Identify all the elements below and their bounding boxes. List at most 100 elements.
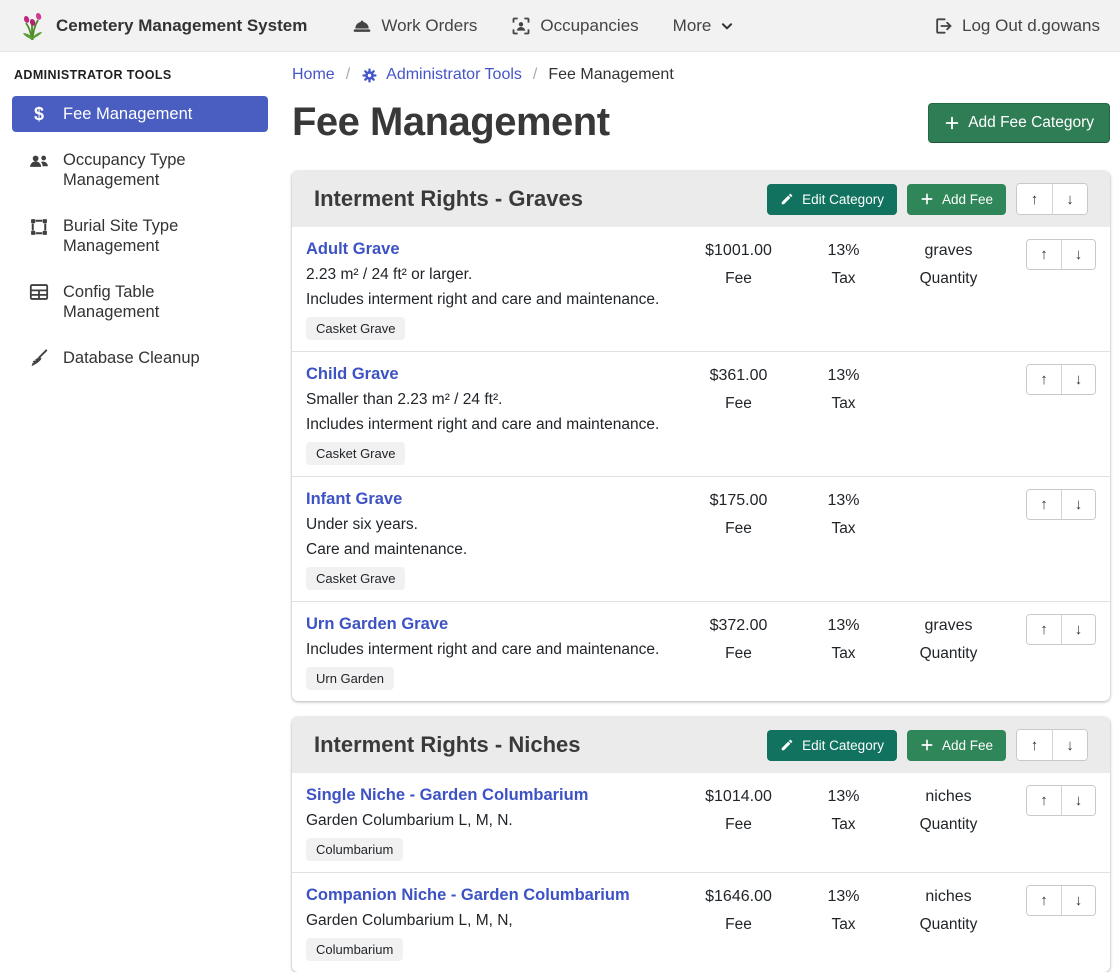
sidebar-item-burial-site-type-management[interactable]: Burial Site Type Management [12, 208, 268, 264]
move-fee-down-button[interactable]: ↓ [1061, 786, 1095, 815]
sidebar-item-label: Database Cleanup [63, 348, 200, 368]
fee-descriptions: Garden Columbarium L, M, N. [306, 811, 681, 830]
fee-category-card: Interment Rights - Niches Edit Category … [292, 717, 1110, 972]
fee-badge: Columbarium [306, 938, 403, 961]
fee-description: Includes interment right and care and ma… [306, 290, 681, 309]
sidebar-item-fee-management[interactable]: $ Fee Management [12, 96, 268, 132]
tax-label: Tax [796, 644, 891, 663]
app-title: Cemetery Management System [56, 16, 307, 36]
quantity-label: Quantity [891, 269, 1006, 288]
main-content: Home / Administrat [280, 52, 1120, 972]
tax-label: Tax [796, 394, 891, 413]
tax-cell: 13% Tax [796, 489, 891, 538]
edit-category-button[interactable]: Edit Category [767, 184, 897, 215]
move-category-up-button[interactable]: ↑ [1017, 184, 1052, 214]
move-fee-up-button[interactable]: ↑ [1027, 490, 1061, 519]
fee-row: Companion Niche - Garden Columbarium Gar… [292, 873, 1110, 972]
move-category-up-button[interactable]: ↑ [1017, 730, 1052, 760]
move-fee-down-button[interactable]: ↓ [1061, 365, 1095, 394]
move-category-down-button[interactable]: ↓ [1052, 184, 1087, 214]
quantity-cell: niches Quantity [891, 885, 1006, 934]
fee-name[interactable]: Single Niche - Garden Columbarium [306, 785, 588, 805]
quantity-value: niches [891, 887, 1006, 906]
nav-work-orders[interactable]: Work Orders [352, 16, 477, 36]
tax-label: Tax [796, 815, 891, 834]
crop-frame-icon [28, 217, 50, 237]
fee-descriptions: Includes interment right and care and ma… [306, 640, 681, 659]
category-header: Interment Rights - Niches Edit Category … [292, 717, 1110, 773]
quantity-cell [891, 364, 1006, 366]
chevron-down-icon [720, 19, 734, 33]
tax-label: Tax [796, 269, 891, 288]
nav-occupancies[interactable]: Occupancies [511, 16, 638, 36]
nav-item-label: Work Orders [381, 16, 477, 36]
fee-amount-cell: $1014.00 Fee [681, 785, 796, 834]
fee-description: Care and maintenance. [306, 540, 681, 559]
edit-category-label: Edit Category [802, 738, 884, 753]
fee-name[interactable]: Companion Niche - Garden Columbarium [306, 885, 630, 905]
plus-icon [944, 115, 960, 131]
sidebar: ADMINISTRATOR TOOLS $ Fee Management Occ… [0, 52, 280, 387]
move-fee-up-button[interactable]: ↑ [1027, 886, 1061, 915]
fee-name[interactable]: Child Grave [306, 364, 399, 384]
fee-info-cell: Urn Garden Grave Includes interment righ… [306, 614, 681, 690]
nav-item-label: More [673, 16, 712, 36]
move-fee-up-button[interactable]: ↑ [1027, 615, 1061, 644]
add-fee-category-button[interactable]: Add Fee Category [928, 103, 1110, 143]
sidebar-item-label: Burial Site Type Management [63, 216, 252, 256]
fee-amount-label: Fee [681, 519, 796, 538]
sidebar-item-database-cleanup[interactable]: Database Cleanup [12, 340, 268, 377]
move-fee-down-button[interactable]: ↓ [1061, 490, 1095, 519]
fee-row: Adult Grave 2.23 m² / 24 ft² or larger.I… [292, 227, 1110, 352]
breadcrumb-label: Home [292, 66, 335, 84]
fee-name[interactable]: Urn Garden Grave [306, 614, 448, 634]
breadcrumb-home-link[interactable]: Home [292, 66, 335, 84]
fee-reorder-group: ↑ ↓ [1026, 489, 1096, 520]
top-navbar: Cemetery Management System Work Orders O… [0, 0, 1120, 52]
fee-description: Garden Columbarium L, M, N, [306, 911, 681, 930]
fee-descriptions: Under six years.Care and maintenance. [306, 515, 681, 559]
title-row: Fee Management Add Fee Category [292, 100, 1110, 145]
sidebar-item-label: Fee Management [63, 104, 192, 124]
sidebar-item-label: Config Table Management [63, 282, 252, 322]
add-fee-button[interactable]: Add Fee [907, 184, 1006, 215]
sidebar-item-label: Occupancy Type Management [63, 150, 252, 190]
move-fee-up-button[interactable]: ↑ [1027, 365, 1061, 394]
move-fee-down-button[interactable]: ↓ [1061, 886, 1095, 915]
fee-row: Single Niche - Garden Columbarium Garden… [292, 773, 1110, 873]
fee-amount: $1001.00 [681, 241, 796, 260]
move-fee-up-button[interactable]: ↑ [1027, 240, 1061, 269]
quantity-cell: graves Quantity [891, 239, 1006, 288]
sidebar-item-occupancy-type-management[interactable]: Occupancy Type Management [12, 142, 268, 198]
quantity-label: Quantity [891, 915, 1006, 934]
sidebar-item-config-table-management[interactable]: Config Table Management [12, 274, 268, 330]
tax-value: 13% [796, 616, 891, 635]
page-title: Fee Management [292, 100, 610, 145]
quantity-cell [891, 489, 1006, 491]
quantity-label: Quantity [891, 644, 1006, 663]
app-brand: Cemetery Management System [20, 11, 307, 41]
move-fee-down-button[interactable]: ↓ [1061, 240, 1095, 269]
quantity-value: graves [891, 241, 1006, 260]
fee-amount: $372.00 [681, 616, 796, 635]
edit-category-button[interactable]: Edit Category [767, 730, 897, 761]
fee-name[interactable]: Adult Grave [306, 239, 400, 259]
move-fee-up-button[interactable]: ↑ [1027, 786, 1061, 815]
breadcrumb-separator: / [346, 66, 350, 84]
add-fee-label: Add Fee [942, 738, 993, 753]
dollar-icon: $ [28, 105, 50, 123]
fee-category-card: Interment Rights - Graves Edit Category … [292, 171, 1110, 701]
fee-row: Child Grave Smaller than 2.23 m² / 24 ft… [292, 352, 1110, 477]
category-reorder-group: ↑ ↓ [1016, 183, 1088, 215]
nav-more[interactable]: More [673, 16, 735, 36]
move-fee-down-button[interactable]: ↓ [1061, 615, 1095, 644]
logout-button[interactable]: Log Out d.gowans [933, 16, 1100, 36]
tax-value: 13% [796, 366, 891, 385]
add-fee-button[interactable]: Add Fee [907, 730, 1006, 761]
breadcrumb-administrator-tools-link[interactable]: Administrator Tools [361, 66, 522, 84]
fee-name[interactable]: Infant Grave [306, 489, 402, 509]
category-header: Interment Rights - Graves Edit Category … [292, 171, 1110, 227]
fee-info-cell: Infant Grave Under six years.Care and ma… [306, 489, 681, 590]
move-category-down-button[interactable]: ↓ [1052, 730, 1087, 760]
tax-cell: 13% Tax [796, 364, 891, 413]
